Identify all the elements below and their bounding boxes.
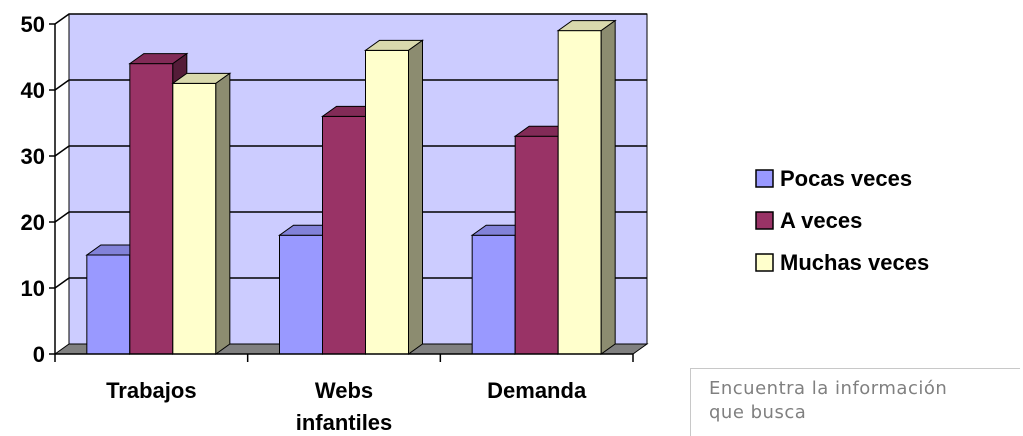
legend-item: Pocas veces bbox=[755, 166, 912, 191]
bars bbox=[85, 19, 617, 355]
gridline bbox=[54, 79, 647, 91]
bar bbox=[556, 19, 617, 355]
gridline bbox=[54, 145, 647, 157]
bar-side bbox=[215, 72, 231, 355]
legend-label: Pocas veces bbox=[780, 166, 912, 191]
bar-front bbox=[86, 254, 131, 355]
bar-front bbox=[279, 234, 323, 355]
x-tick-label: Demanda bbox=[487, 378, 587, 403]
gridlines bbox=[54, 13, 647, 289]
bar-front bbox=[129, 63, 174, 355]
gridline bbox=[54, 13, 647, 25]
y-tick-label: 0 bbox=[33, 342, 45, 367]
bar-front bbox=[557, 30, 602, 355]
axes bbox=[49, 23, 634, 362]
y-axis-ticks: 0 10 20 30 40 50 bbox=[21, 12, 45, 367]
bar bbox=[363, 39, 425, 355]
gridline bbox=[54, 211, 647, 223]
x-axis-labels: Trabajos Webs infantiles Demanda bbox=[106, 378, 587, 435]
note-box: Encuentra la información que busca bbox=[690, 368, 1020, 436]
y-tick-label: 50 bbox=[21, 12, 45, 37]
legend-label: Muchas veces bbox=[780, 250, 929, 275]
y-tick-label: 20 bbox=[21, 210, 45, 235]
legend-item: A veces bbox=[755, 208, 862, 233]
bar bbox=[171, 72, 232, 355]
bar-front bbox=[322, 115, 366, 355]
x-tick-label: Trabajos bbox=[106, 378, 196, 403]
legend-swatch bbox=[755, 253, 774, 272]
legend-swatch bbox=[755, 169, 774, 188]
x-tick-label: Webs bbox=[315, 378, 373, 403]
gridline bbox=[54, 277, 647, 289]
y-tick-label: 10 bbox=[21, 276, 45, 301]
legend-swatch bbox=[755, 211, 774, 230]
bar-side bbox=[408, 39, 423, 355]
bar-front bbox=[471, 234, 516, 355]
bar-front bbox=[365, 49, 409, 355]
x-tick-label: infantiles bbox=[296, 410, 393, 435]
legend: Pocas veces A veces Muchas veces bbox=[755, 166, 929, 275]
note-line-2: que busca bbox=[709, 402, 807, 423]
note-line-1: Encuentra la información bbox=[709, 378, 948, 399]
legend-label: A veces bbox=[780, 208, 862, 233]
bar-front bbox=[172, 82, 217, 355]
y-tick-label: 40 bbox=[21, 78, 45, 103]
legend-item: Muchas veces bbox=[755, 250, 929, 275]
bar-side bbox=[600, 19, 616, 355]
y-tick-label: 30 bbox=[21, 144, 45, 169]
bar-front bbox=[514, 135, 559, 355]
